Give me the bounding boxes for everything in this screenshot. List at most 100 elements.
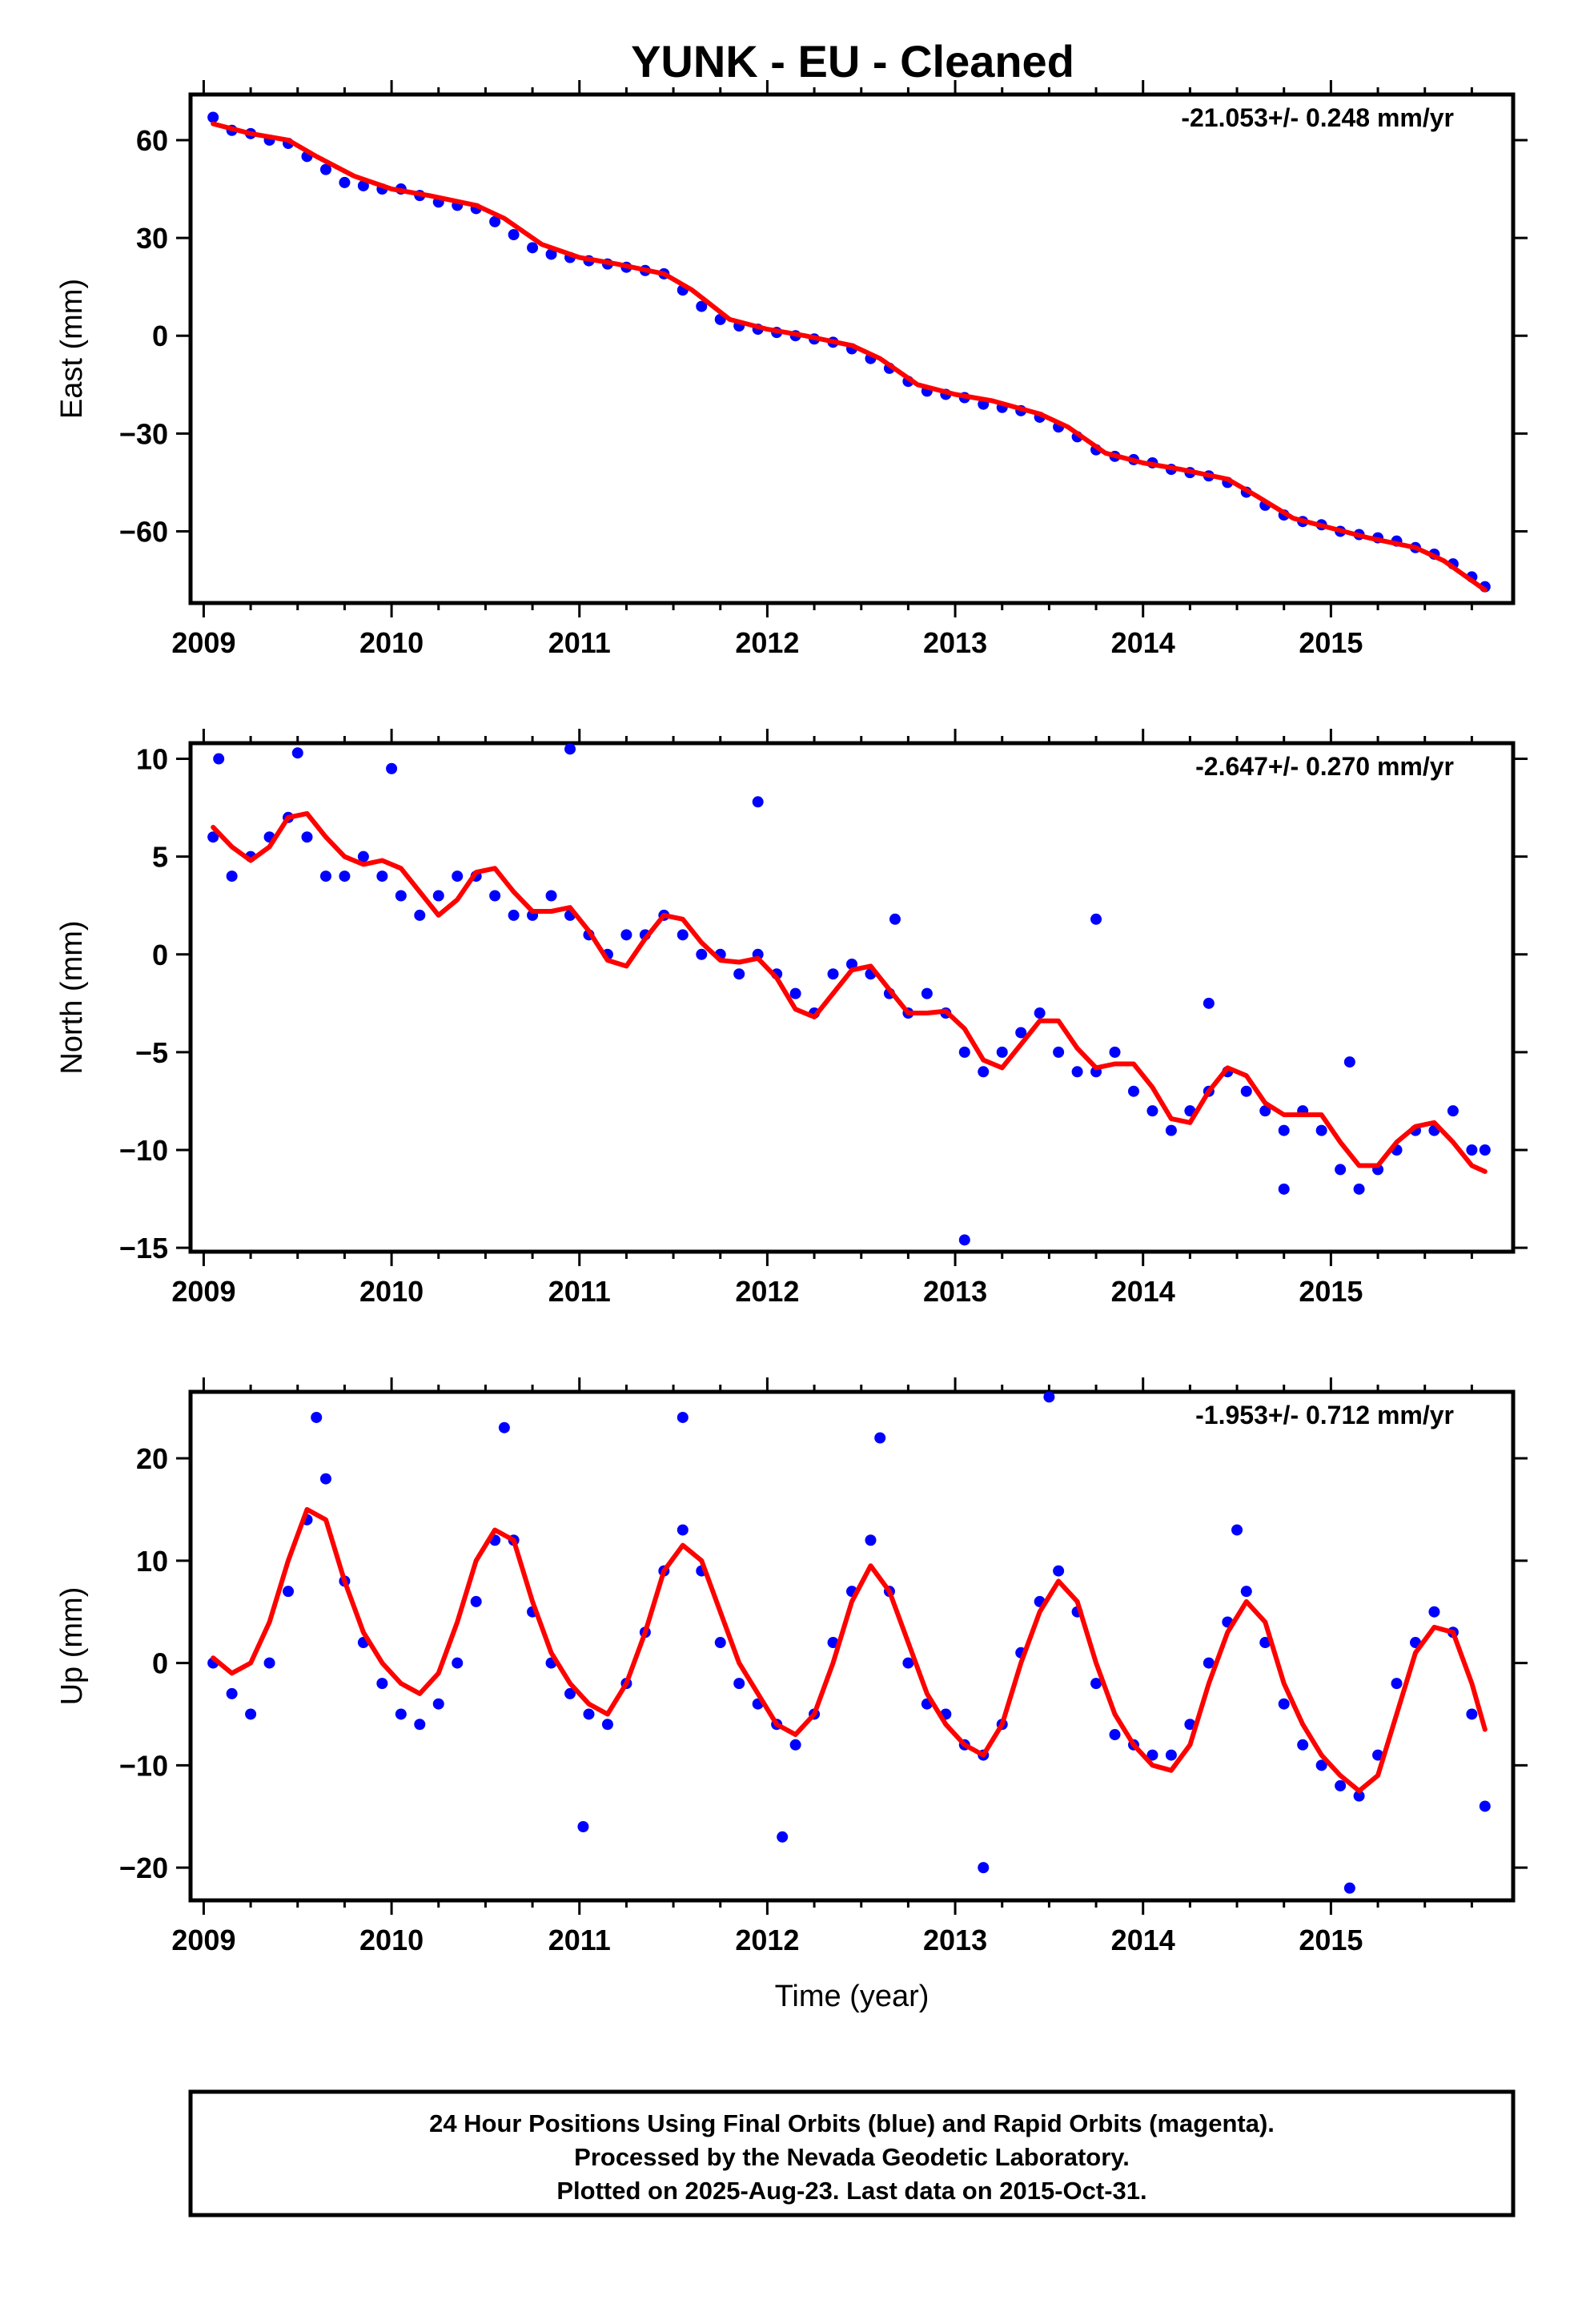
east-x-tick-label: 2013 xyxy=(923,626,987,659)
panel-east: 2009 2010 2011 2012 2013 2014 2015 −60 −30 0 30 60 E… xyxy=(55,80,1528,659)
east-point xyxy=(508,229,520,241)
up-point xyxy=(319,1473,331,1485)
north-point xyxy=(677,929,689,941)
north-point xyxy=(1479,1144,1491,1156)
north-point xyxy=(1315,1124,1327,1136)
up-point xyxy=(601,1719,613,1731)
up-rate-label: -1.953+/- 0.712 mm/yr xyxy=(1195,1401,1454,1429)
north-point xyxy=(1165,1124,1177,1136)
up-point xyxy=(1053,1565,1065,1577)
up-point xyxy=(1297,1739,1309,1751)
east-plot-frame xyxy=(188,92,1516,605)
up-point xyxy=(245,1708,257,1720)
east-point xyxy=(357,179,369,191)
east-point xyxy=(319,163,331,175)
north-point xyxy=(226,870,238,883)
up-point xyxy=(1090,1678,1102,1690)
up-x-tick-label: 2015 xyxy=(1299,1924,1363,1956)
up-point xyxy=(1391,1678,1403,1690)
north-x-tick-label: 2011 xyxy=(548,1275,611,1308)
east-point xyxy=(527,242,539,254)
north-point xyxy=(339,870,351,883)
up-point xyxy=(978,1862,990,1874)
north-point xyxy=(846,958,857,970)
up-y-tick-label: 10 xyxy=(136,1545,168,1578)
up-point xyxy=(827,1637,839,1649)
up-y-tick-label: 0 xyxy=(152,1647,168,1680)
north-point xyxy=(376,870,388,883)
up-point xyxy=(1428,1606,1440,1618)
east-x-tick-label: 2011 xyxy=(548,626,611,659)
up-point xyxy=(1165,1749,1177,1761)
north-y-tick-label: −15 xyxy=(119,1232,168,1265)
north-y-tick-label: −5 xyxy=(135,1036,168,1069)
north-point xyxy=(1278,1183,1290,1195)
up-point xyxy=(1278,1698,1290,1710)
north-point xyxy=(357,850,369,862)
panel-north: 2009 2010 2011 2012 2013 2014 2015 −15 −10 −5 0 5 10… xyxy=(55,729,1528,1308)
north-x-tick-label: 2010 xyxy=(359,1275,424,1308)
up-point xyxy=(1203,1657,1215,1669)
north-point xyxy=(733,968,745,980)
up-point xyxy=(577,1821,589,1833)
north-point xyxy=(1127,1085,1139,1097)
north-point xyxy=(432,890,444,902)
up-point xyxy=(1184,1719,1196,1731)
north-y-tick-label: 5 xyxy=(152,841,168,874)
up-point xyxy=(677,1411,689,1423)
up-y-tick-label: −10 xyxy=(119,1749,168,1782)
up-point xyxy=(1466,1708,1478,1720)
east-y-axis-label: East (mm) xyxy=(55,279,89,419)
north-point xyxy=(1034,1007,1046,1019)
up-point xyxy=(1259,1637,1271,1649)
north-y-tick-label: 10 xyxy=(136,743,168,776)
north-point xyxy=(978,1066,990,1078)
east-y-tick-label: 60 xyxy=(136,124,168,157)
north-point xyxy=(921,987,933,999)
east-y-tick-label: 30 xyxy=(136,222,168,255)
north-point xyxy=(213,753,225,765)
up-point xyxy=(452,1657,464,1669)
north-y-tick-label: 0 xyxy=(152,939,168,971)
east-x-tick-label: 2014 xyxy=(1111,626,1175,659)
north-x-tick-label: 2014 xyxy=(1111,1275,1175,1308)
north-point xyxy=(564,743,576,755)
east-rate-label: -21.053+/- 0.248 mm/yr xyxy=(1181,103,1454,132)
up-point xyxy=(677,1524,689,1536)
north-point xyxy=(489,890,501,902)
east-fit-line xyxy=(211,121,1488,593)
north-point xyxy=(1466,1144,1478,1156)
north-x-tick-label: 2013 xyxy=(923,1275,987,1308)
up-point xyxy=(1372,1749,1384,1761)
footer-box xyxy=(188,2089,1516,2217)
east-y-tick-label: −30 xyxy=(119,417,168,450)
up-point xyxy=(1231,1524,1243,1536)
north-point xyxy=(1053,1046,1065,1058)
up-point xyxy=(311,1411,323,1423)
east-y-tick-label: 0 xyxy=(152,320,168,352)
up-y-tick-label: −20 xyxy=(119,1852,168,1884)
north-point xyxy=(958,1234,970,1246)
north-point xyxy=(207,831,219,843)
footer-line-3: Plotted on 2025-Aug-23. Last data on 201… xyxy=(556,2177,1146,2205)
up-point xyxy=(1240,1586,1252,1598)
north-point xyxy=(620,929,632,941)
north-rate-label: -2.647+/- 0.270 mm/yr xyxy=(1195,752,1454,781)
north-point xyxy=(752,796,764,808)
up-point xyxy=(1043,1391,1055,1403)
north-point xyxy=(696,948,708,960)
east-point xyxy=(339,176,351,188)
up-point xyxy=(470,1595,482,1607)
up-point xyxy=(376,1678,388,1690)
up-point xyxy=(865,1534,877,1546)
north-point xyxy=(414,909,426,921)
north-point xyxy=(1071,1066,1083,1078)
east-point xyxy=(207,111,219,123)
north-y-tick-label: −10 xyxy=(119,1134,168,1167)
up-x-tick-label: 2014 xyxy=(1111,1924,1175,1956)
east-point xyxy=(489,215,501,227)
north-point xyxy=(827,968,839,980)
north-point xyxy=(1278,1124,1290,1136)
north-point xyxy=(1146,1105,1158,1117)
north-fit-line xyxy=(211,810,1488,1174)
